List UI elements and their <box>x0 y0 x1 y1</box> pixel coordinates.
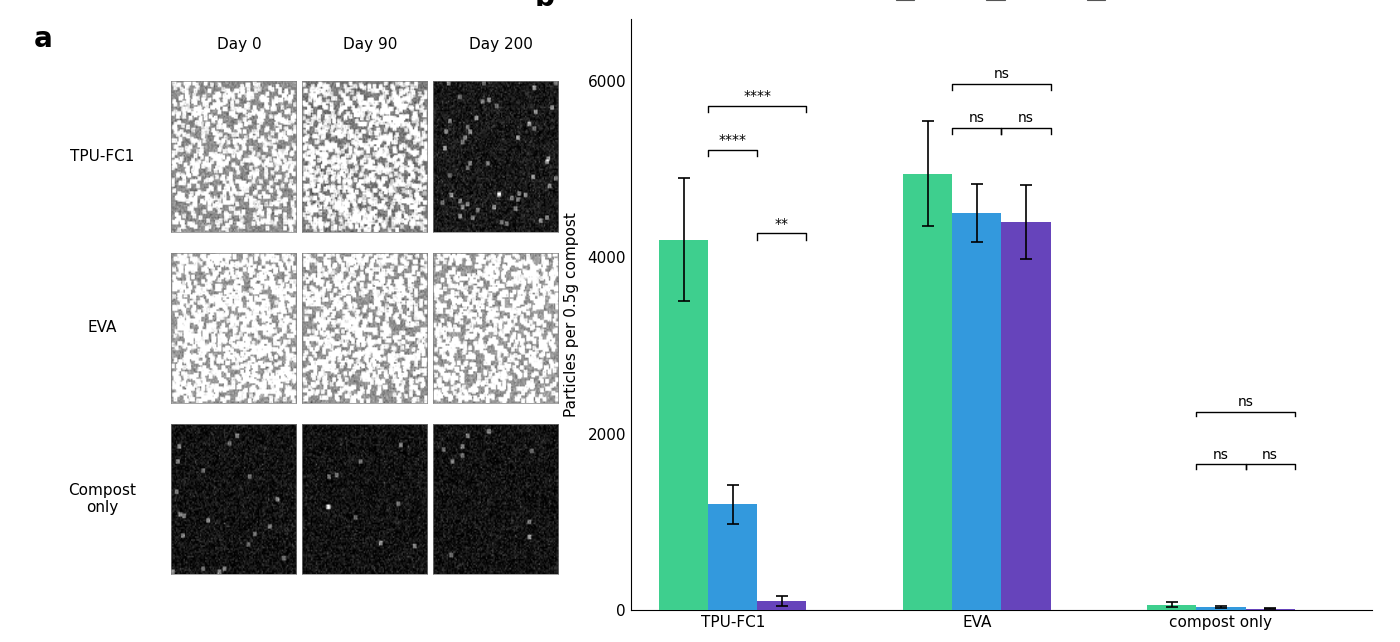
Bar <box>1246 609 1295 610</box>
Text: ns: ns <box>994 67 1009 81</box>
Text: Day 0: Day 0 <box>217 37 262 52</box>
Bar <box>952 213 1001 610</box>
Y-axis label: Particles per 0.5g compost: Particles per 0.5g compost <box>564 212 580 417</box>
Text: ns: ns <box>1018 111 1035 125</box>
Bar <box>659 239 708 610</box>
Text: EVA: EVA <box>87 320 116 335</box>
Text: b: b <box>535 0 554 12</box>
Bar <box>903 173 952 610</box>
Text: ns: ns <box>1263 448 1278 462</box>
Text: ns: ns <box>1238 395 1253 409</box>
Text: a: a <box>34 25 52 53</box>
Text: ****: **** <box>743 89 771 103</box>
Text: Compost
only: Compost only <box>69 483 136 516</box>
Bar <box>1001 222 1050 610</box>
Text: ****: **** <box>718 133 746 147</box>
Text: Day 90: Day 90 <box>343 37 398 52</box>
Text: **: ** <box>776 217 790 231</box>
Bar <box>757 601 806 610</box>
Text: Day 200: Day 200 <box>469 37 533 52</box>
Bar <box>1197 607 1246 610</box>
Text: ns: ns <box>969 111 984 125</box>
Bar <box>708 504 757 610</box>
Bar <box>1147 605 1197 610</box>
Legend: Day 0, Day 90, Day 200: Day 0, Day 90, Day 200 <box>892 0 1186 4</box>
Text: TPU-FC1: TPU-FC1 <box>70 149 134 164</box>
Text: ns: ns <box>1212 448 1229 462</box>
